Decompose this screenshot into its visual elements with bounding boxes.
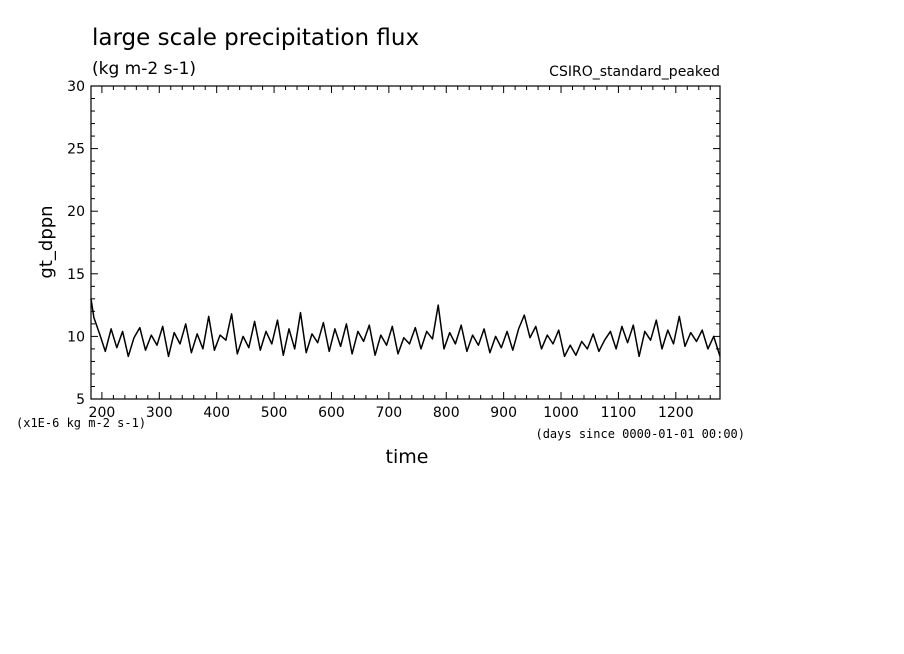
x-tick-label: 1100 [601,405,637,421]
x-tick-label: 300 [146,405,173,421]
y-tick-labels: 5 10 15 20 25 30 [67,79,85,408]
axis-ticks [91,85,720,400]
x-tick-label: 400 [203,405,230,421]
x-axis-label: time [386,446,429,468]
y-axis-label: gt_dppn [36,205,57,278]
y-tick-label: 5 [76,392,85,408]
x-units-label: (days since 0000-01-01 00:00) [535,427,745,441]
x-tick-label: 500 [261,405,288,421]
y-tick-label: 30 [67,79,85,95]
x-tick-labels: 200 300 400 500 600 700 800 900 1000 1100 1200 [89,405,694,421]
x-tick-label: 700 [375,405,402,421]
series-group [90,298,721,358]
x-tick-label: 900 [490,405,517,421]
series-line [90,298,721,358]
y-tick-label: 20 [67,204,85,220]
chart-subtitle: (kg m-2 s-1) [92,59,196,79]
y-tick-label: 25 [67,142,85,158]
y-units-label: (x1E-6 kg m-2 s-1) [16,416,146,430]
x-tick-label: 1000 [543,405,579,421]
y-tick-label: 15 [67,267,85,283]
plot-frame [90,85,721,400]
x-tick-label: 1200 [658,405,694,421]
x-tick-label: 600 [318,405,345,421]
x-tick-label: 200 [89,405,116,421]
chart-title: large scale precipitation flux [92,25,419,51]
y-tick-label: 10 [67,329,85,345]
x-tick-label: 800 [433,405,460,421]
run-label: CSIRO_standard_peaked [549,64,720,80]
